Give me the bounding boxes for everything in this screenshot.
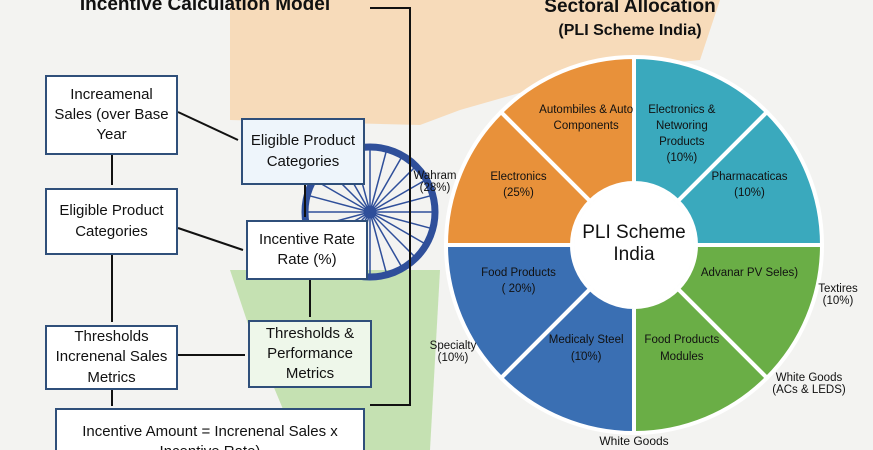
donut-center: PLI Scheme India	[582, 222, 686, 265]
segment	[443, 243, 593, 381]
spoke	[315, 180, 371, 213]
flow-node: Eligible Product Categories	[241, 118, 365, 185]
spoke	[369, 151, 387, 213]
segment-label: Pharmacaticas (10%)	[699, 169, 799, 201]
outer-label: Specialty (10%)	[429, 340, 477, 364]
segment-label: Autombiles & Auto Components	[536, 102, 636, 134]
chakra-spokes	[308, 150, 432, 274]
flow-node: Eligible Product Categories	[45, 188, 178, 255]
flow-node: Incentive Rate Rate (%)	[246, 220, 368, 280]
flow-node: Thresholds & Performance Metrics	[248, 320, 372, 388]
segment-label: Advanar PV Seles)	[699, 265, 799, 281]
outer-label: White Goods (ACs & LEDS)	[772, 372, 846, 396]
spoke	[369, 211, 402, 267]
connectors	[111, 7, 411, 406]
segment-share: (10%)	[734, 187, 765, 200]
segment-label: Food Products Modules	[632, 332, 732, 364]
segment-name: Electronics	[490, 171, 547, 184]
spoke	[369, 211, 387, 273]
right-subtitle: (PLI Scheme India)	[558, 22, 702, 39]
spoke	[369, 211, 431, 229]
spoke	[369, 167, 415, 213]
segment-name: Autombiles & Auto Components	[539, 103, 634, 132]
outer-label: White Goods	[599, 434, 669, 448]
spoke	[369, 195, 431, 213]
spoke	[369, 211, 415, 257]
segment-name: Food Products Modules	[644, 334, 720, 363]
segment-share: (25%)	[503, 187, 534, 200]
flow-node: Incentive Amount = Increnenal Sales x In…	[55, 408, 365, 450]
segment-share: (10%)	[666, 151, 698, 164]
segment-label: Electronics (25%)	[469, 169, 569, 201]
segment-name: Food Products	[481, 266, 556, 279]
flow-node: Thresholds Increnenal Sales Metrics	[45, 325, 178, 390]
donut-hole	[574, 185, 694, 305]
segment-share: (1̇0%)	[570, 350, 602, 363]
segment-name: Medicaly Steel	[548, 334, 624, 347]
segment-label: Electronics & Networing Products (10%)	[632, 102, 732, 166]
segment-label: Medicaly Steel (1̇0%)	[536, 332, 636, 364]
spoke	[369, 211, 425, 244]
segment	[632, 54, 770, 204]
left-title: Incentive Calculation Model	[79, 0, 331, 15]
segment	[443, 109, 593, 247]
donut	[443, 54, 825, 436]
right-title: Sectoral Allocation	[544, 0, 716, 17]
map-saffron	[230, 0, 720, 125]
segment	[632, 286, 770, 436]
spoke	[369, 180, 425, 213]
segment-name: Electronics & Networing Products	[648, 103, 716, 148]
spoke	[369, 157, 402, 213]
segment-name: Advanar PV Seles)	[700, 266, 799, 279]
outer-label: Wahram (28%)	[413, 170, 457, 194]
outer-label: Textires (10%)	[818, 283, 858, 307]
flow-node: Increamenal Sales (over Base Year	[45, 75, 178, 155]
segment-label: Food Products ( 20%)	[469, 265, 569, 297]
segment	[675, 109, 825, 247]
segment	[498, 54, 636, 204]
segment	[675, 243, 825, 381]
segment	[498, 286, 636, 436]
segment-name: Pharmacaticas	[711, 171, 788, 184]
spoke	[309, 195, 371, 213]
segment-share: ( 20%)	[501, 282, 536, 295]
